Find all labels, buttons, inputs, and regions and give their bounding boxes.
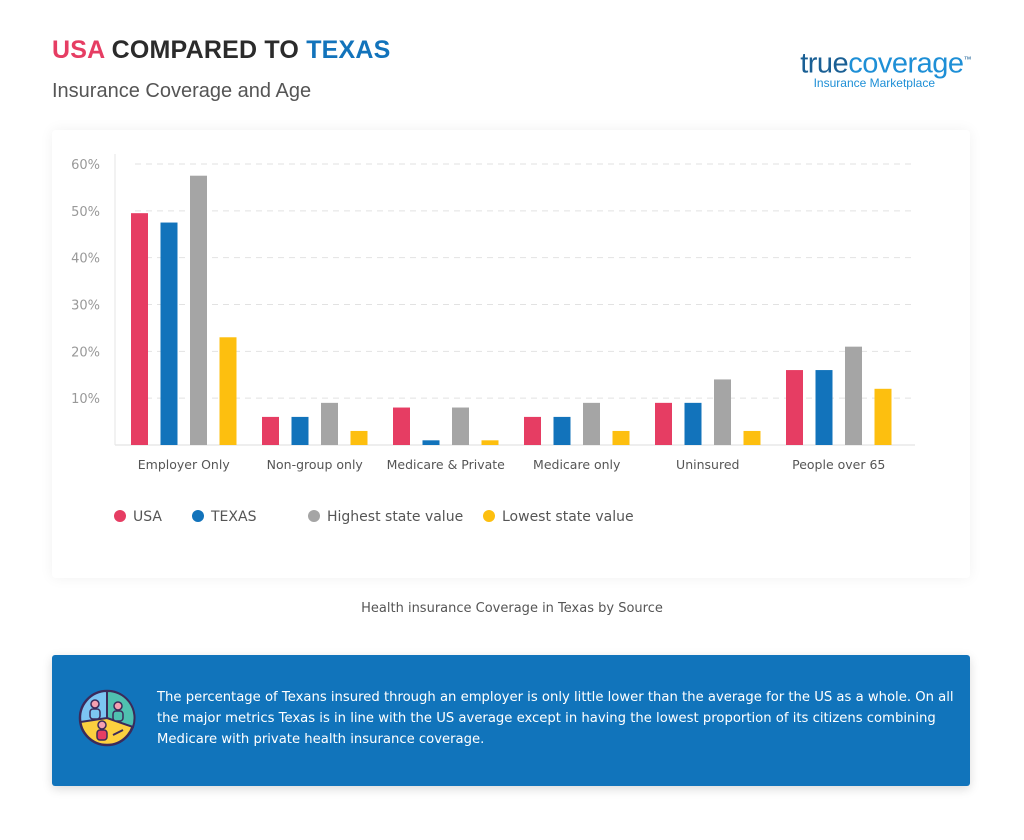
logo-tagline: Insurance Marketplace	[813, 75, 935, 90]
title-mid: COMPARED TO	[111, 36, 300, 64]
legend-label: Highest state value	[327, 509, 463, 525]
bar-lowest-state-value	[874, 388, 892, 445]
x-tick-label: Medicare only	[533, 457, 621, 472]
bar-texas	[291, 416, 309, 445]
bar-highest-state-value	[583, 402, 600, 445]
legend-label: Lowest state value	[502, 509, 634, 525]
bar-highest-state-value	[845, 346, 862, 445]
bar-usa	[786, 370, 803, 445]
page-subtitle: Insurance Coverage and Age	[52, 80, 312, 102]
y-tick-label: 40%	[71, 252, 100, 267]
bar-highest-state-value	[321, 402, 338, 445]
bar-highest-state-value	[452, 407, 469, 445]
bar-usa	[393, 407, 410, 445]
bar-lowest-state-value	[350, 430, 368, 445]
y-tick-label: 50%	[71, 205, 100, 220]
truecoverage-logo: truecoverage™ Insurance Marketplace	[793, 46, 971, 90]
bar-texas	[160, 222, 178, 445]
bar-texas	[684, 402, 702, 445]
info-box: The percentage of Texans insured through…	[52, 655, 970, 786]
bar-texas	[553, 416, 571, 445]
legend-label: TEXAS	[210, 509, 257, 525]
legend-label: USA	[133, 509, 162, 525]
page-title: USA COMPARED TO TEXAS	[52, 36, 391, 65]
x-tick-label: Employer Only	[138, 457, 231, 472]
legend-marker	[308, 510, 320, 522]
bar-usa	[524, 416, 541, 445]
x-tick-label: Uninsured	[676, 457, 739, 472]
y-tick-label: 10%	[71, 392, 100, 407]
bar-lowest-state-value	[612, 430, 630, 445]
bar-usa	[131, 213, 148, 445]
x-tick-label: Non-group only	[267, 457, 364, 472]
bar-texas	[422, 440, 440, 445]
chart-caption: Health insurance Coverage in Texas by So…	[361, 601, 663, 616]
logo-true: true	[800, 47, 849, 80]
bar-chart: 10% 20% 30% 40% 50% 60% Employer Only Non-group…	[71, 154, 915, 525]
y-tick-label: 30%	[71, 299, 100, 314]
bar-highest-state-value	[190, 175, 207, 446]
people-pie-chart-icon	[78, 689, 136, 747]
x-tick-label: People over 65	[792, 457, 885, 472]
bar-lowest-state-value	[219, 337, 237, 445]
bar-usa	[262, 416, 279, 445]
bar-usa	[655, 402, 672, 445]
logo-coverage: coverage	[848, 47, 964, 80]
legend-marker	[483, 510, 495, 522]
bar-highest-state-value	[714, 379, 731, 445]
info-text: The percentage of Texans insured through…	[157, 690, 954, 747]
logo-tm: ™	[963, 55, 972, 64]
y-tick-label: 60%	[71, 158, 100, 173]
chart-card: 10% 20% 30% 40% 50% 60% Employer Only Non-group…	[52, 130, 970, 578]
bar-lowest-state-value	[481, 440, 499, 445]
y-tick-label: 20%	[71, 345, 100, 360]
bar-texas	[815, 370, 833, 445]
title-texas: TEXAS	[306, 36, 391, 64]
title-usa: USA	[52, 36, 105, 64]
x-tick-label: Medicare & Private	[387, 457, 506, 472]
legend-marker	[114, 510, 126, 522]
legend-marker	[192, 510, 204, 522]
bar-lowest-state-value	[743, 430, 761, 445]
